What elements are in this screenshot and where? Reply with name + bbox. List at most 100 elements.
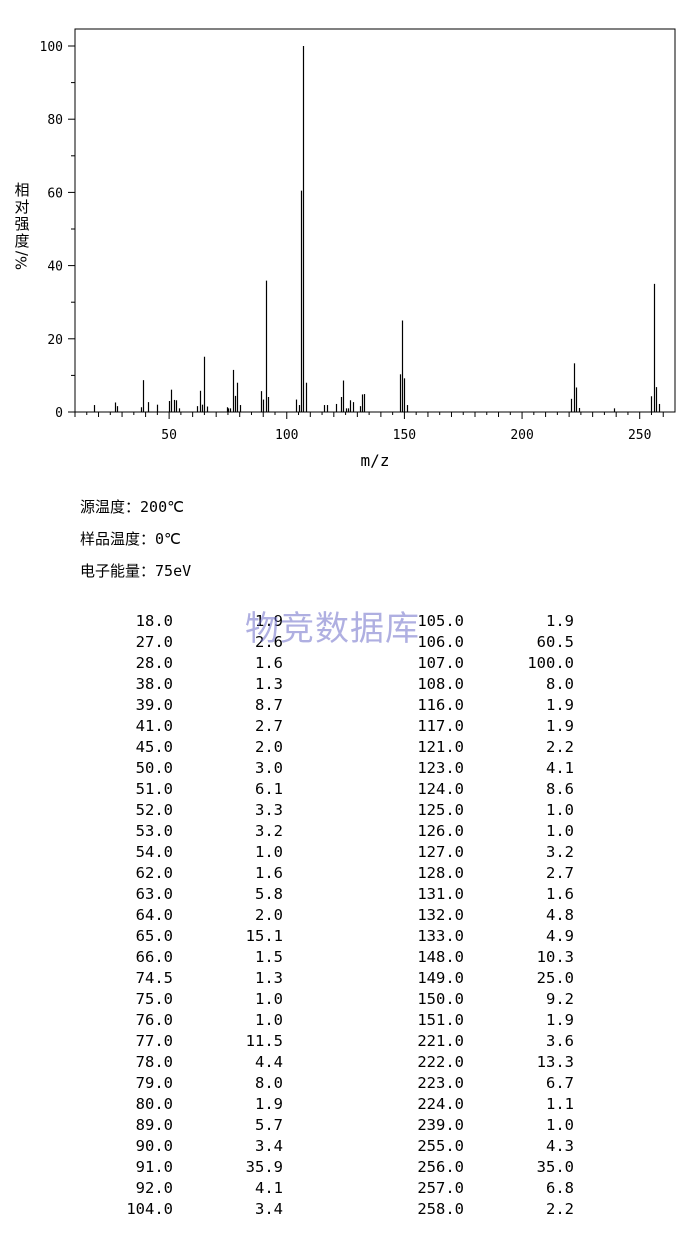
table-row: 90.0 3.4 255.0 4.3 xyxy=(0,1136,689,1157)
mz-right-cell: 125.0 xyxy=(417,801,464,819)
intensity-left-cell: 1.3 xyxy=(255,675,283,693)
y-tick-label: 80 xyxy=(47,113,63,128)
mz-left-cell: 54.0 xyxy=(135,843,173,861)
table-row: 77.0 11.5 221.0 3.6 xyxy=(0,1031,689,1052)
intensity-left-cell: 1.9 xyxy=(255,1095,283,1113)
x-axis-label: m/z xyxy=(361,451,390,470)
mz-left-cell: 51.0 xyxy=(135,780,173,798)
table-row: 18.0 1.9 105.0 1.9 xyxy=(0,611,689,632)
intensity-right-cell: 1.0 xyxy=(546,801,574,819)
intensity-right-cell: 2.2 xyxy=(546,738,574,756)
sample-temperature: 样品温度：0℃ xyxy=(80,528,181,549)
intensity-left-cell: 11.5 xyxy=(245,1032,283,1050)
electron-energy-label: 电子能量： xyxy=(80,562,156,580)
y-axis: 0 20 40 60 80 100 xyxy=(40,40,75,421)
mz-right-cell: 105.0 xyxy=(417,612,464,630)
mz-right-cell: 223.0 xyxy=(417,1074,464,1092)
intensity-left-cell: 1.5 xyxy=(255,948,283,966)
y-tick-label: 20 xyxy=(47,333,63,348)
intensity-left-cell: 5.8 xyxy=(255,885,283,903)
y-axis-label-unit: %/ xyxy=(12,250,31,271)
table-row: 89.0 5.7 239.0 1.0 xyxy=(0,1115,689,1136)
mz-left-cell: 28.0 xyxy=(135,654,173,672)
table-row: 45.0 2.0 121.0 2.2 xyxy=(0,737,689,758)
intensity-left-cell: 1.0 xyxy=(255,1011,283,1029)
intensity-left-cell: 2.6 xyxy=(255,633,283,651)
mz-right-cell: 123.0 xyxy=(417,759,464,777)
mz-left-cell: 62.0 xyxy=(135,864,173,882)
table-row: 50.0 3.0 123.0 4.1 xyxy=(0,758,689,779)
source-temperature-label: 源温度： xyxy=(80,498,141,516)
x-tick-label: 50 xyxy=(161,428,177,443)
mz-right-cell: 127.0 xyxy=(417,843,464,861)
intensity-right-cell: 3.6 xyxy=(546,1032,574,1050)
intensity-right-cell: 4.1 xyxy=(546,759,574,777)
mz-right-cell: 257.0 xyxy=(417,1179,464,1197)
intensity-left-cell: 4.1 xyxy=(255,1179,283,1197)
intensity-left-cell: 1.6 xyxy=(255,864,283,882)
mz-right-cell: 151.0 xyxy=(417,1011,464,1029)
mz-left-cell: 45.0 xyxy=(135,738,173,756)
mz-right-cell: 121.0 xyxy=(417,738,464,756)
mz-left-cell: 41.0 xyxy=(135,717,173,735)
intensity-left-cell: 8.0 xyxy=(255,1074,283,1092)
intensity-right-cell: 8.0 xyxy=(546,675,574,693)
table-row: 66.0 1.5 148.0 10.3 xyxy=(0,947,689,968)
mz-left-cell: 63.0 xyxy=(135,885,173,903)
intensity-left-cell: 3.3 xyxy=(255,801,283,819)
intensity-left-cell: 2.0 xyxy=(255,738,283,756)
mz-right-cell: 108.0 xyxy=(417,675,464,693)
table-row: 41.0 2.7 117.0 1.9 xyxy=(0,716,689,737)
intensity-right-cell: 1.9 xyxy=(546,1011,574,1029)
mz-left-cell: 76.0 xyxy=(135,1011,173,1029)
x-axis: 50 100 150 200 250 xyxy=(74,412,664,443)
mz-right-cell: 258.0 xyxy=(417,1200,464,1218)
intensity-left-cell: 3.0 xyxy=(255,759,283,777)
intensity-left-cell: 5.7 xyxy=(255,1116,283,1134)
intensity-right-cell: 25.0 xyxy=(536,969,574,987)
mz-right-cell: 106.0 xyxy=(417,633,464,651)
intensity-left-cell: 35.9 xyxy=(245,1158,283,1176)
mz-left-cell: 91.0 xyxy=(135,1158,173,1176)
mz-right-cell: 133.0 xyxy=(417,927,464,945)
table-row: 28.0 1.6 107.0 100.0 xyxy=(0,653,689,674)
mz-left-cell: 27.0 xyxy=(135,633,173,651)
mz-right-cell: 116.0 xyxy=(417,696,464,714)
mz-left-cell: 50.0 xyxy=(135,759,173,777)
electron-energy: 电子能量：75eV xyxy=(80,560,191,581)
table-row: 52.0 3.3 125.0 1.0 xyxy=(0,800,689,821)
intensity-right-cell: 2.7 xyxy=(546,864,574,882)
table-row: 91.0 35.9 256.0 35.0 xyxy=(0,1157,689,1178)
intensity-right-cell: 1.9 xyxy=(546,696,574,714)
intensity-right-cell: 60.5 xyxy=(536,633,574,651)
mz-right-cell: 128.0 xyxy=(417,864,464,882)
mz-left-cell: 77.0 xyxy=(135,1032,173,1050)
intensity-right-cell: 1.1 xyxy=(546,1095,574,1113)
table-row: 64.0 2.0 132.0 4.8 xyxy=(0,905,689,926)
mz-right-cell: 221.0 xyxy=(417,1032,464,1050)
intensity-left-cell: 3.4 xyxy=(255,1200,283,1218)
mz-left-cell: 78.0 xyxy=(135,1053,173,1071)
intensity-left-cell: 15.1 xyxy=(245,927,283,945)
electron-energy-value: 75eV xyxy=(155,562,192,580)
x-tick-label: 100 xyxy=(275,428,298,443)
intensity-left-cell: 6.1 xyxy=(255,780,283,798)
intensity-left-cell: 3.4 xyxy=(255,1137,283,1155)
intensity-right-cell: 4.8 xyxy=(546,906,574,924)
intensity-right-cell: 100.0 xyxy=(527,654,574,672)
mz-right-cell: 222.0 xyxy=(417,1053,464,1071)
intensity-right-cell: 8.6 xyxy=(546,780,574,798)
mz-left-cell: 90.0 xyxy=(135,1137,173,1155)
mz-left-cell: 65.0 xyxy=(135,927,173,945)
intensity-left-cell: 2.0 xyxy=(255,906,283,924)
mz-left-cell: 79.0 xyxy=(135,1074,173,1092)
mz-right-cell: 126.0 xyxy=(417,822,464,840)
table-row: 63.0 5.8 131.0 1.6 xyxy=(0,884,689,905)
mz-left-cell: 18.0 xyxy=(135,612,173,630)
table-row: 104.0 3.4 258.0 2.2 xyxy=(0,1199,689,1220)
mz-right-cell: 132.0 xyxy=(417,906,464,924)
mz-right-cell: 239.0 xyxy=(417,1116,464,1134)
y-tick-label: 0 xyxy=(55,406,63,421)
intensity-right-cell: 4.3 xyxy=(546,1137,574,1155)
x-tick-label: 150 xyxy=(393,428,416,443)
